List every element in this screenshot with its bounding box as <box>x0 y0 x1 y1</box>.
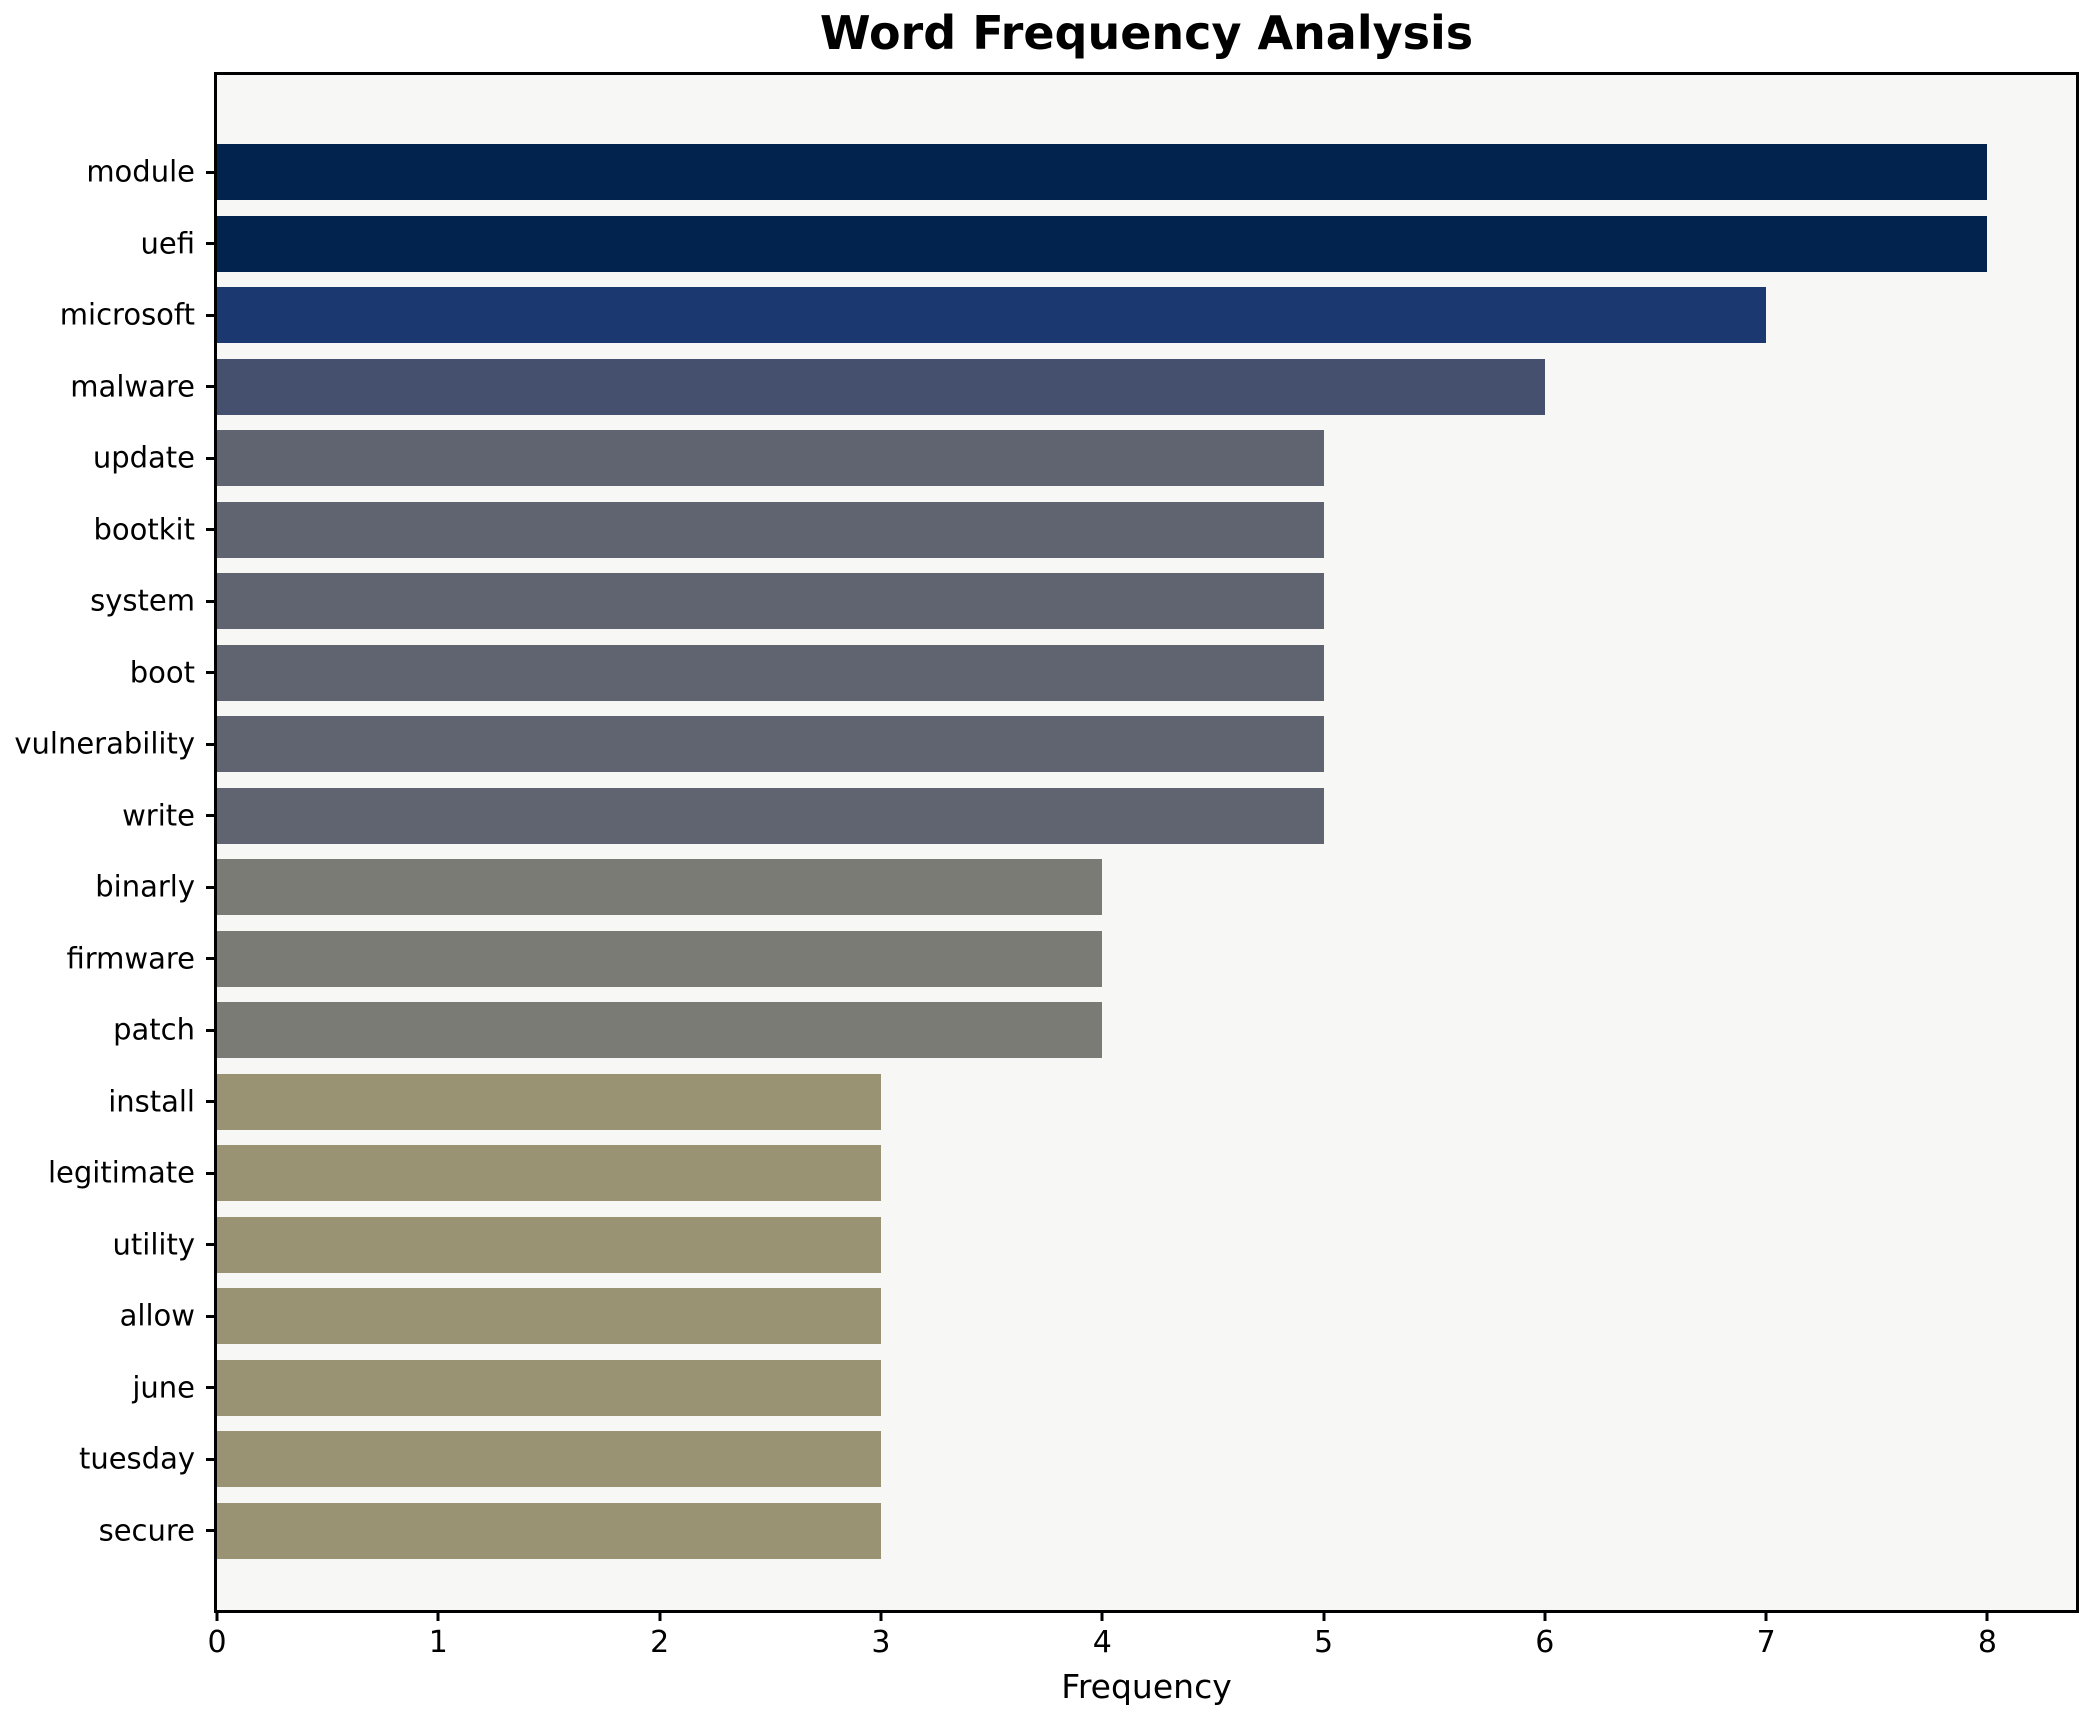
x-tick-label-1: 1 <box>428 1625 448 1660</box>
y-tick-label-june: june <box>132 1370 195 1404</box>
y-tick-label-malware: malware <box>70 369 195 403</box>
bar-firmware <box>217 930 1103 987</box>
y-axis-tick <box>206 885 217 889</box>
bar-module <box>217 144 1988 200</box>
x-tick-label-6: 6 <box>1535 1625 1555 1660</box>
x-axis-tick <box>1985 1610 1989 1621</box>
y-axis-tick <box>206 1314 217 1318</box>
bar-uefi <box>217 215 1988 272</box>
bar-write <box>217 787 1324 844</box>
y-axis-tick <box>206 528 217 531</box>
y-axis-tick <box>206 1028 217 1032</box>
bar-tuesday <box>217 1431 881 1487</box>
x-axis-tick <box>879 1610 883 1621</box>
chart-title: Word Frequency Analysis <box>819 6 1474 60</box>
y-axis-tick <box>206 1100 217 1103</box>
y-axis-tick <box>206 742 217 746</box>
y-tick-label-binarly: binarly <box>95 869 195 904</box>
y-tick-label-microsoft: microsoft <box>59 297 195 332</box>
y-tick-label-module: module <box>86 154 195 189</box>
bar-legitimate <box>217 1145 881 1201</box>
x-tick-label-0: 0 <box>207 1625 227 1660</box>
bar-vulnerability <box>217 716 1324 772</box>
y-tick-label-system: system <box>90 583 195 618</box>
bar-malware <box>217 358 1545 415</box>
y-axis-tick <box>206 242 217 245</box>
y-axis-tick <box>206 456 217 460</box>
bar-bootkit <box>217 501 1324 558</box>
x-tick-label-2: 2 <box>650 1625 670 1660</box>
bar-install <box>217 1073 881 1130</box>
y-axis-tick <box>206 170 217 174</box>
y-axis-tick <box>206 1529 217 1532</box>
y-axis-tick <box>206 1243 217 1246</box>
x-tick-label-5: 5 <box>1314 1625 1334 1660</box>
x-tick-label-8: 8 <box>1977 1625 1998 1660</box>
x-axis-tick <box>1322 1610 1326 1621</box>
y-axis-tick <box>206 1457 217 1461</box>
bar-binarly <box>217 859 1103 915</box>
y-tick-label-firmware: firmware <box>66 941 195 975</box>
x-axis-tick <box>658 1610 662 1621</box>
x-axis-tick <box>1543 1610 1547 1621</box>
y-axis-tick <box>206 814 217 817</box>
bar-system <box>217 573 1324 629</box>
y-tick-label-tuesday: tuesday <box>78 1441 195 1476</box>
y-axis-tick <box>206 1386 217 1389</box>
y-tick-label-uefi: uefi <box>140 226 196 260</box>
y-axis-tick <box>206 1171 217 1175</box>
y-axis-tick <box>206 313 217 317</box>
y-tick-label-write: write <box>122 798 195 832</box>
x-tick-label-3: 3 <box>871 1625 891 1660</box>
bar-june <box>217 1359 881 1416</box>
x-axis-tick <box>215 1610 219 1621</box>
y-tick-label-install: install <box>108 1084 195 1118</box>
bar-microsoft <box>217 287 1767 343</box>
x-axis-label: Frequency <box>1061 1667 1232 1706</box>
plot-area: Frequency module uefi microsoft malware upda… <box>14 72 2079 1703</box>
x-tick-label-7: 7 <box>1756 1625 1776 1660</box>
bar-update <box>217 430 1324 486</box>
y-axis-tick <box>206 671 217 674</box>
y-tick-label-update: update <box>92 440 195 475</box>
x-axis-tick <box>1100 1610 1104 1621</box>
y-tick-label-secure: secure <box>98 1513 195 1547</box>
y-tick-label-bootkit: bootkit <box>93 512 196 546</box>
y-tick-label-utility: utility <box>112 1227 195 1261</box>
x-axis-tick <box>436 1610 440 1621</box>
bar-allow <box>217 1288 881 1344</box>
y-tick-label-vulnerability: vulnerability <box>14 726 195 761</box>
y-tick-label-boot: boot <box>129 655 195 689</box>
y-axis-tick <box>206 385 217 388</box>
x-axis-tick <box>1764 1610 1768 1621</box>
y-axis-tick <box>206 599 217 603</box>
y-axis-tick <box>206 957 217 960</box>
bar-secure <box>217 1502 881 1559</box>
bar-patch <box>217 1002 1103 1058</box>
y-tick-label-allow: allow <box>119 1298 195 1333</box>
bar-boot <box>217 644 1324 701</box>
y-tick-label-legitimate: legitimate <box>47 1155 195 1190</box>
bar-utility <box>217 1216 881 1273</box>
y-tick-label-patch: patch <box>113 1012 195 1047</box>
x-tick-label-4: 4 <box>1092 1625 1112 1660</box>
